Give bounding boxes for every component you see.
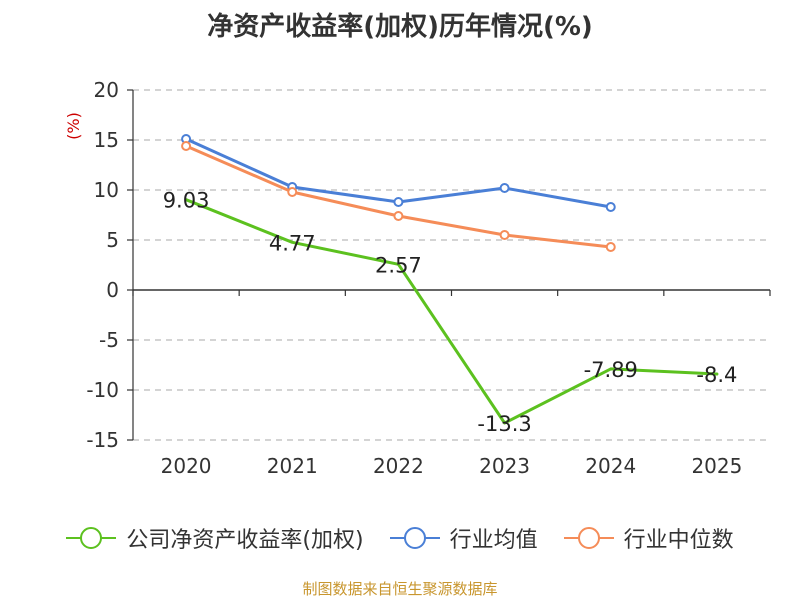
legend-item-industry-avg[interactable]: 行业均值: [389, 522, 538, 554]
y-tick-label: -10: [86, 378, 119, 402]
x-tick-label: 2024: [585, 454, 636, 478]
y-tick-label: -5: [99, 328, 119, 352]
y-tick-label: 20: [94, 78, 119, 102]
point-industry_avg: [605, 202, 616, 212]
data-label-company: 2.57: [375, 253, 422, 277]
series-line-company: [184, 198, 719, 425]
data-label-company: -7.89: [584, 358, 638, 382]
legend-industry-avg-marker-icon: [389, 526, 440, 550]
point-industry_median: [499, 230, 510, 240]
chart-title: 净资产收益率(加权)历年情况(%): [207, 12, 593, 42]
data-label-company: 4.77: [269, 231, 316, 255]
x-tick-label: 2022: [373, 454, 424, 478]
point-industry_median: [287, 187, 298, 197]
point-industry_median: [393, 211, 404, 221]
legend-company-marker-icon: [66, 526, 117, 550]
y-axis-unit-label: (%): [64, 112, 83, 140]
data-label-company: -13.3: [477, 412, 531, 436]
point-industry_avg: [499, 183, 510, 193]
legend-company-label: 公司净资产收益率(加权): [126, 528, 364, 553]
point-industry_median: [605, 242, 616, 252]
legend-industry-median-marker-icon: [563, 526, 614, 550]
x-tick-label: 2020: [161, 454, 212, 478]
point-industry_median: [181, 141, 192, 151]
y-tick-label: -15: [86, 428, 119, 452]
x-tick-label: 2025: [691, 454, 742, 478]
y-tick-label: 5: [106, 228, 119, 252]
data-label-company: 9.03: [163, 189, 210, 213]
legend-item-industry-median[interactable]: 行业中位数: [563, 522, 734, 554]
legend-industry-median-label: 行业中位数: [623, 528, 734, 553]
y-tick-label: 10: [94, 178, 119, 202]
y-tick-label: 15: [94, 128, 119, 152]
y-tick-label: 0: [106, 278, 119, 302]
x-tick-label: 2021: [267, 454, 318, 478]
chart-legend: 公司净资产收益率(加权) 行业均值 行业中位数: [0, 521, 800, 555]
legend-industry-avg-label: 行业均值: [449, 528, 538, 553]
data-label-company: -8.4: [696, 363, 737, 387]
data-source-note: 制图数据来自恒生聚源数据库: [302, 580, 498, 598]
x-tick-label: 2023: [479, 454, 530, 478]
legend-item-company[interactable]: 公司净资产收益率(加权): [66, 522, 364, 554]
point-industry_avg: [393, 197, 404, 207]
